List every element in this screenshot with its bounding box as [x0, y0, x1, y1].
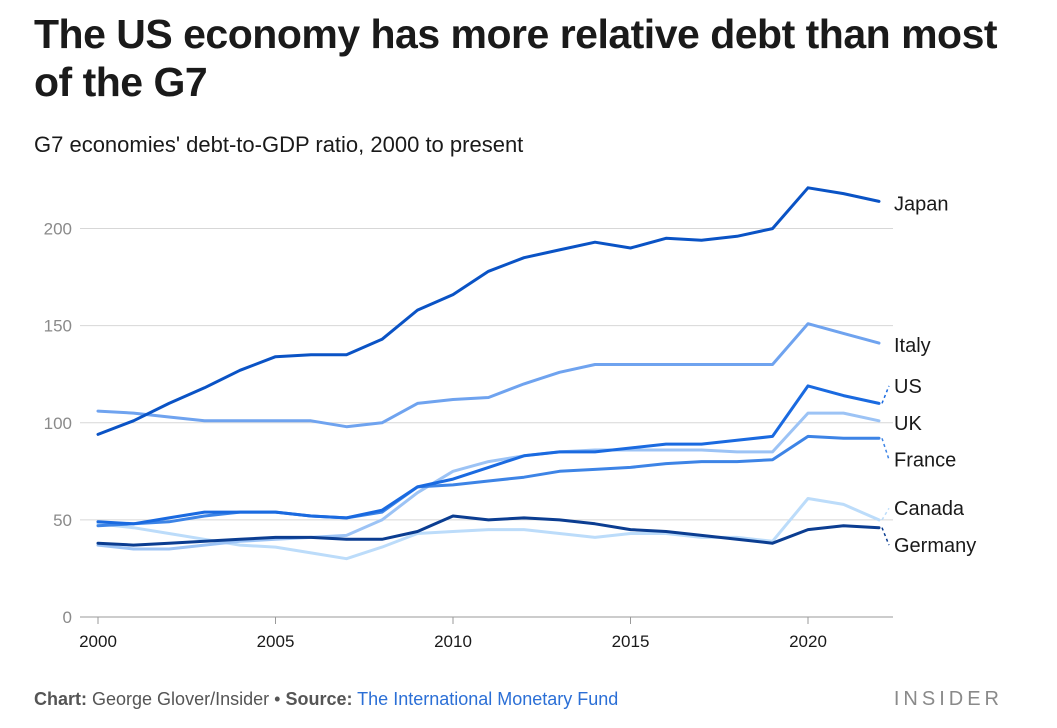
series-lines	[96, 186, 881, 561]
series-line-uk	[96, 411, 881, 551]
x-tick-label: 2000	[79, 632, 117, 651]
chart-subtitle: G7 economies' debt-to-GDP ratio, 2000 to…	[34, 132, 524, 157]
y-tick-label: 200	[44, 220, 72, 239]
page-title: The US economy has more relative debt th…	[34, 11, 998, 105]
series-label-canada: Canada	[894, 498, 965, 520]
series-label-italy: Italy	[894, 335, 931, 357]
series-label-france: France	[894, 450, 956, 472]
credit-separator: •	[274, 689, 281, 709]
chart-credits: Chart: George Glover/Insider • Source: T…	[34, 686, 618, 712]
source-link[interactable]: The International Monetary Fund	[357, 689, 619, 709]
y-tick-label: 0	[63, 608, 72, 627]
label-leader-canada	[881, 507, 890, 521]
series-labels: Japan Italy US UK France Canada Germany	[881, 193, 976, 557]
line-chart: 0 50 100 150 200 2000 2005 2010 2015 2020 Japan I…	[44, 186, 976, 651]
series-label-us: US	[894, 376, 922, 398]
y-axis-ticks: 0 50 100 150 200	[44, 220, 72, 627]
series-line-japan	[96, 186, 881, 436]
chart-author: George Glover/Insider	[92, 689, 270, 709]
y-tick-label: 50	[53, 511, 72, 530]
label-leader-france	[881, 438, 890, 460]
chart-credit-label: Chart:	[34, 689, 87, 709]
series-line-italy	[96, 322, 881, 429]
series-label-germany: Germany	[894, 535, 976, 557]
grid-lines	[80, 228, 893, 618]
series-line-us	[96, 384, 881, 526]
source-label: Source:	[285, 689, 353, 709]
series-label-japan: Japan	[894, 193, 949, 215]
series-label-uk: UK	[894, 413, 922, 435]
label-leader-us	[881, 385, 890, 404]
x-tick-label: 2020	[789, 632, 827, 651]
x-axis: 2000 2005 2010 2015 2020	[79, 617, 827, 651]
series-line-germany	[96, 514, 881, 547]
label-leader-germany	[881, 527, 890, 546]
series-line-canada	[96, 497, 881, 561]
y-tick-label: 100	[44, 414, 72, 433]
x-tick-label: 2010	[434, 632, 472, 651]
x-tick-label: 2015	[612, 632, 650, 651]
y-tick-label: 150	[44, 317, 72, 336]
x-tick-label: 2005	[257, 632, 295, 651]
insider-logo: INSIDER	[893, 688, 1003, 710]
